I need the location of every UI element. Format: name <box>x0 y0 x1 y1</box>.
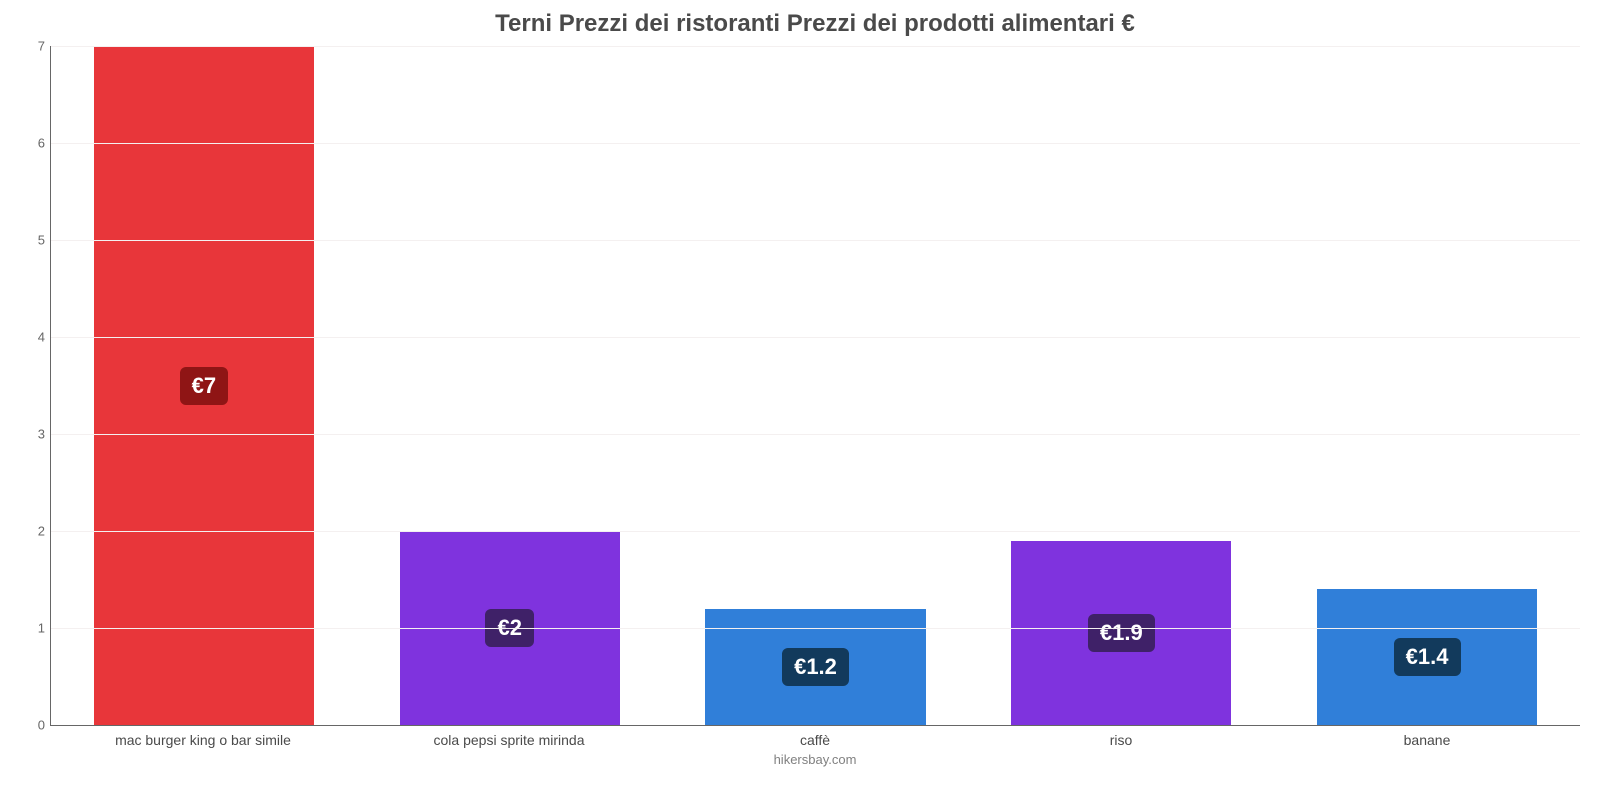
y-tick-label: 7 <box>23 39 45 54</box>
x-tick-label: mac burger king o bar simile <box>50 732 356 748</box>
gridline <box>51 628 1580 629</box>
gridline <box>51 46 1580 47</box>
bars-row: €7 €2 €1.2 €1.9 €1.4 <box>51 46 1580 725</box>
y-tick-label: 4 <box>23 330 45 345</box>
bar: €7 <box>94 46 314 725</box>
x-tick-label: banane <box>1274 732 1580 748</box>
x-axis-labels: mac burger king o bar similecola pepsi s… <box>50 732 1580 748</box>
y-tick-label: 5 <box>23 233 45 248</box>
value-badge: €1.9 <box>1088 614 1155 652</box>
gridline <box>51 434 1580 435</box>
y-tick-label: 6 <box>23 136 45 151</box>
bar: €1.2 <box>705 609 925 725</box>
credit-text: hikersbay.com <box>50 752 1580 767</box>
gridline <box>51 531 1580 532</box>
gridline <box>51 240 1580 241</box>
bar-slot: €7 <box>51 46 357 725</box>
value-badge: €7 <box>180 367 228 405</box>
x-tick-label: cola pepsi sprite mirinda <box>356 732 662 748</box>
plot-area: €7€2€1.2€1.9€1.4 01234567 <box>50 46 1580 726</box>
gridline <box>51 143 1580 144</box>
gridline <box>51 337 1580 338</box>
y-tick-label: 0 <box>23 718 45 733</box>
x-tick-label: riso <box>968 732 1274 748</box>
chart-title: Terni Prezzi dei ristoranti Prezzi dei p… <box>50 10 1580 38</box>
bar-slot: €1.4 <box>1274 46 1580 725</box>
bar-slot: €1.2 <box>663 46 969 725</box>
x-tick-label: caffè <box>662 732 968 748</box>
value-badge: €1.4 <box>1394 638 1461 676</box>
bar-slot: €2 <box>357 46 663 725</box>
bar: €1.9 <box>1011 541 1231 725</box>
price-bar-chart: Terni Prezzi dei ristoranti Prezzi dei p… <box>0 0 1600 800</box>
value-badge: €1.2 <box>782 648 849 686</box>
bar: €1.4 <box>1317 589 1537 725</box>
y-tick-label: 2 <box>23 524 45 539</box>
bar-slot: €1.9 <box>968 46 1274 725</box>
y-tick-label: 1 <box>23 621 45 636</box>
y-tick-label: 3 <box>23 427 45 442</box>
